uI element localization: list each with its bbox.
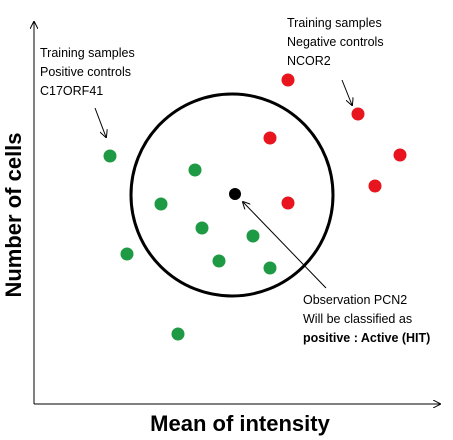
- negative-label-line: Training samples: [287, 16, 382, 30]
- positive-point: [246, 229, 260, 243]
- positive-label-arrow: [94, 107, 106, 137]
- negative-controls-label: Training samples Negative controls NCOR2: [287, 16, 387, 68]
- negative-point: [281, 196, 295, 210]
- negative-point: [393, 148, 407, 162]
- positive-point: [154, 197, 168, 211]
- positive-point: [195, 221, 209, 235]
- observation-label-line: Will be classified as: [303, 312, 412, 326]
- positive-label-line: Positive controls: [40, 65, 131, 79]
- x-axis-title: Mean of intensity: [150, 411, 330, 436]
- positive-point: [188, 163, 202, 177]
- negative-point: [368, 179, 382, 193]
- negative-point: [351, 107, 365, 121]
- classification-result: positive : Active (HIT): [303, 331, 430, 345]
- positive-label-line: Training samples: [40, 46, 135, 60]
- negative-label-arrow: [341, 79, 352, 105]
- observation-label: Observation PCN2 Will be classified as: [303, 293, 412, 326]
- observation-label-arrow: [243, 202, 327, 289]
- positive-point: [120, 247, 134, 261]
- positive-point: [171, 327, 185, 341]
- observation-point: [229, 188, 241, 200]
- positive-label-line: C17ORF41: [40, 84, 103, 98]
- negative-point: [281, 73, 295, 87]
- negative-training-points: [263, 73, 407, 210]
- negative-label-line: NCOR2: [287, 54, 331, 68]
- observation-label-line: Observation PCN2: [303, 293, 407, 307]
- positive-training-points: [103, 149, 277, 341]
- positive-controls-label: Training samples Positive controls C17OR…: [40, 46, 138, 98]
- negative-label-line: Negative controls: [287, 35, 384, 49]
- positive-point: [212, 254, 226, 268]
- positive-point: [263, 261, 277, 275]
- negative-point: [263, 131, 277, 145]
- y-axis-title: Number of cells: [1, 132, 26, 297]
- classification-radius-circle: [129, 92, 335, 298]
- positive-point: [103, 149, 117, 163]
